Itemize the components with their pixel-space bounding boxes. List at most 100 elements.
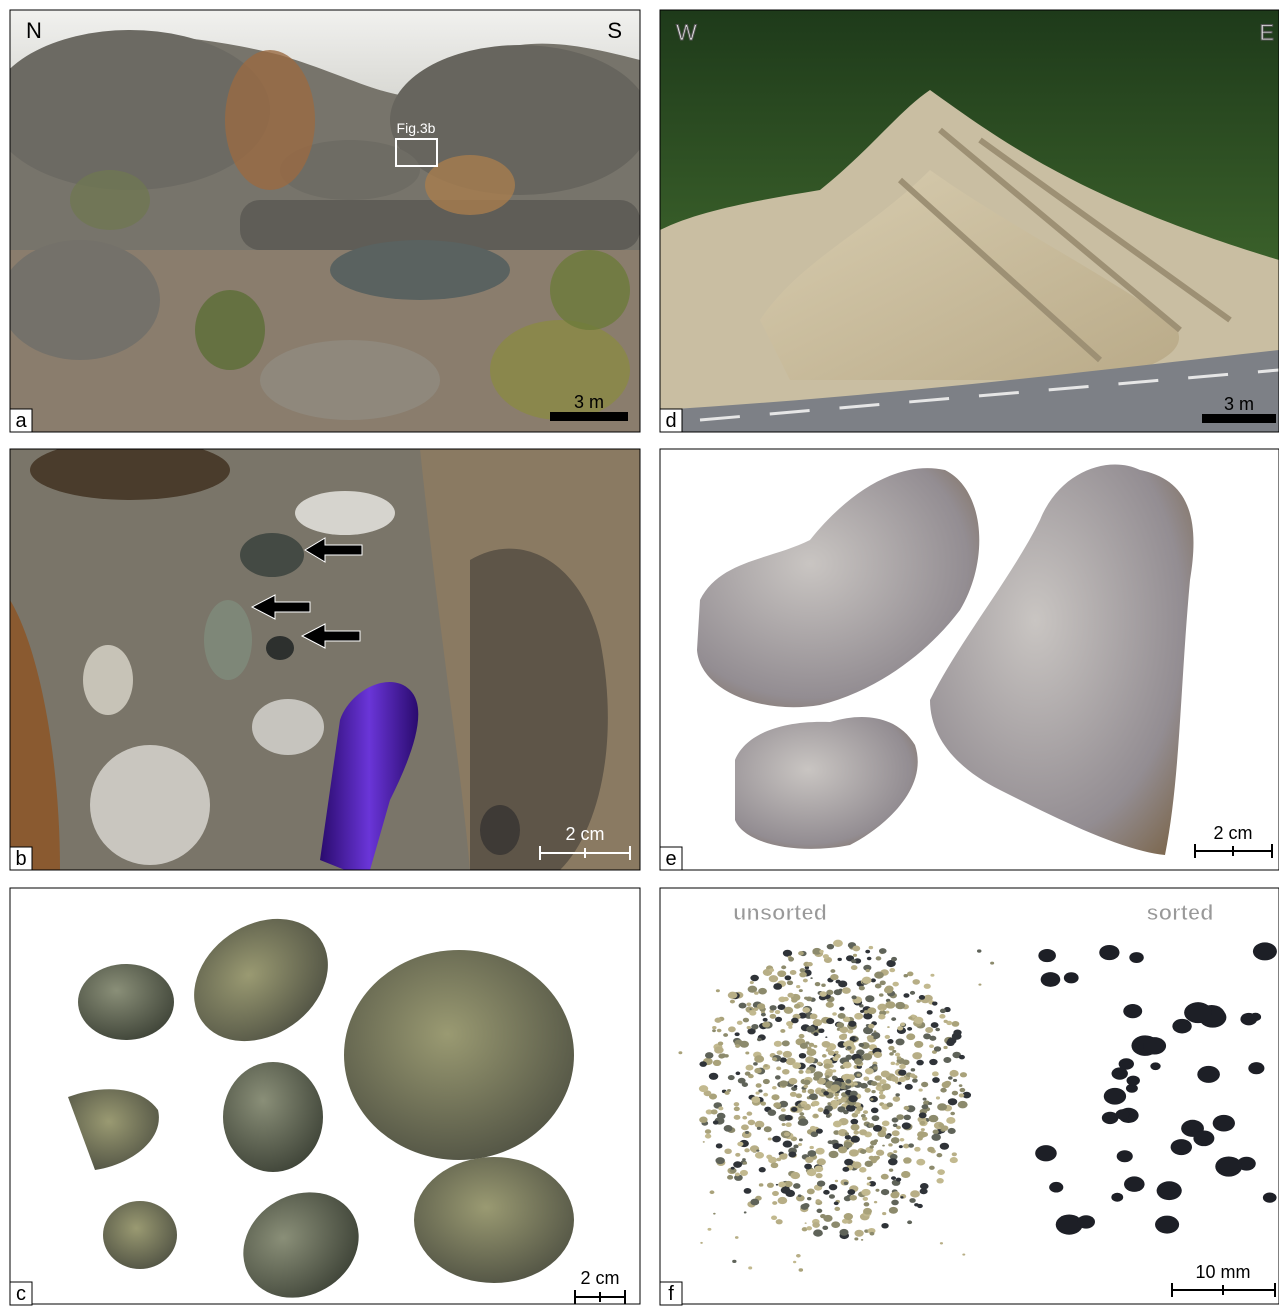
grain	[860, 1149, 866, 1154]
grain	[861, 1239, 863, 1241]
grain	[946, 1040, 955, 1046]
grain	[873, 1036, 878, 1040]
grain	[889, 968, 895, 972]
grain	[810, 977, 812, 979]
grain	[841, 1033, 847, 1037]
grain	[851, 1124, 860, 1131]
grain	[861, 1114, 866, 1118]
grain	[781, 1187, 791, 1194]
grain	[734, 1115, 741, 1120]
grain	[825, 1075, 829, 1078]
grain	[699, 1061, 706, 1067]
grain	[896, 1178, 901, 1182]
grain	[813, 1019, 822, 1026]
grain	[948, 1098, 957, 1105]
grain	[772, 1191, 779, 1196]
grain	[952, 1091, 958, 1096]
grain	[859, 1167, 866, 1173]
grain	[769, 968, 774, 972]
grain	[852, 1162, 861, 1169]
grain	[832, 1012, 837, 1016]
grain	[813, 1032, 818, 1036]
grain	[807, 1150, 816, 1157]
grain	[772, 1136, 781, 1143]
grain	[823, 1215, 832, 1222]
grain	[917, 1204, 923, 1208]
grain	[821, 984, 826, 987]
grain	[927, 1147, 934, 1153]
grain	[851, 959, 856, 963]
grain	[791, 1107, 797, 1112]
grain	[859, 1043, 865, 1047]
grain	[1143, 1037, 1166, 1054]
corner-label: E	[1259, 20, 1274, 45]
grain	[748, 1120, 755, 1126]
grain	[790, 970, 797, 975]
grain	[905, 1084, 913, 1090]
scale-label: 3 m	[574, 392, 604, 412]
panel-label: b	[15, 848, 26, 870]
grain	[806, 1026, 815, 1033]
grain	[932, 1001, 938, 1005]
grain	[867, 957, 872, 960]
grain	[746, 1002, 751, 1006]
grain	[912, 1078, 918, 1082]
grain	[799, 989, 803, 992]
grain	[921, 1082, 928, 1087]
grain	[826, 1114, 831, 1117]
grain	[775, 1075, 781, 1079]
grain	[889, 1168, 893, 1171]
grain	[723, 1033, 728, 1037]
grain	[892, 1050, 896, 1053]
grain	[792, 1062, 801, 1069]
grain	[710, 1190, 715, 1194]
grain	[1117, 1150, 1133, 1162]
grain	[781, 1108, 786, 1112]
grain	[782, 1069, 790, 1075]
grain	[768, 1137, 772, 1140]
grain	[807, 1089, 814, 1094]
grain	[813, 1101, 820, 1106]
grain	[977, 949, 982, 952]
grain	[896, 1114, 904, 1120]
grain	[932, 1077, 940, 1083]
grain	[861, 1189, 870, 1196]
grain	[903, 993, 909, 998]
grain	[854, 1058, 862, 1064]
grain	[1041, 972, 1061, 987]
grain	[1116, 1109, 1130, 1119]
grain	[803, 1085, 808, 1089]
grain	[826, 1002, 834, 1008]
grain	[822, 1041, 831, 1048]
grain	[902, 1122, 911, 1129]
grain	[712, 1029, 716, 1032]
grain	[720, 1053, 726, 1058]
grain	[751, 1096, 760, 1103]
grain	[897, 1026, 903, 1030]
grain	[813, 1045, 817, 1048]
grain	[900, 1196, 903, 1198]
grain	[715, 1157, 724, 1164]
grain	[943, 1057, 951, 1063]
grain	[780, 1029, 785, 1033]
grain	[788, 1078, 797, 1085]
grain	[815, 982, 821, 986]
grain	[867, 1177, 872, 1180]
grain	[709, 1073, 718, 1080]
grain	[794, 1085, 798, 1088]
grain	[895, 1053, 900, 1057]
grain	[813, 1223, 818, 1227]
grain	[879, 1094, 886, 1099]
grain	[728, 992, 738, 999]
grain	[849, 1149, 859, 1156]
grain	[804, 1164, 812, 1170]
grain	[843, 1062, 852, 1069]
grain	[952, 1021, 960, 1027]
grain	[824, 1109, 829, 1112]
grain	[781, 965, 786, 969]
grain	[925, 1027, 933, 1033]
grain	[743, 1162, 747, 1165]
grain	[732, 1260, 736, 1263]
grain	[953, 1029, 961, 1035]
grain	[1127, 1076, 1140, 1086]
